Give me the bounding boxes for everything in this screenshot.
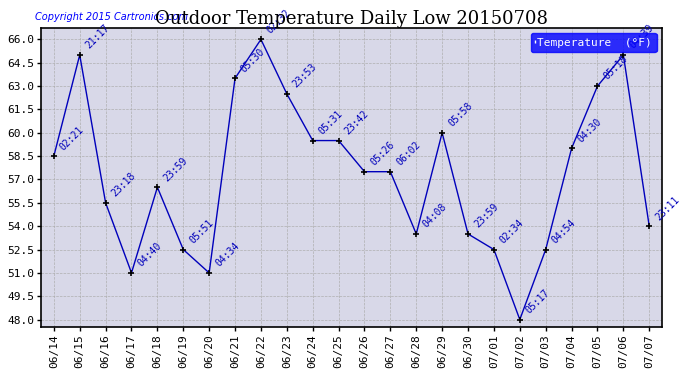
Text: 04:30: 04:30 — [575, 116, 604, 144]
Text: 05:18: 05:18 — [602, 54, 629, 82]
Text: 04:54: 04:54 — [550, 217, 578, 245]
Text: 04:08: 04:08 — [420, 202, 448, 230]
Legend: Temperature  (°F): Temperature (°F) — [531, 33, 657, 52]
Text: 23:18: 23:18 — [110, 171, 137, 199]
Text: 05:58: 05:58 — [446, 101, 474, 129]
Text: 05:51: 05:51 — [188, 217, 215, 245]
Text: 23:59: 23:59 — [472, 202, 500, 230]
Text: 23:53: 23:53 — [291, 62, 319, 90]
Text: 05:30: 05:30 — [239, 46, 267, 74]
Text: Copyright 2015 Cartronics.com: Copyright 2015 Cartronics.com — [34, 12, 188, 22]
Text: 04:39: 04:39 — [627, 23, 656, 51]
Title: Outdoor Temperature Daily Low 20150708: Outdoor Temperature Daily Low 20150708 — [155, 9, 548, 27]
Text: 02:21: 02:21 — [58, 124, 86, 152]
Text: 04:40: 04:40 — [136, 241, 164, 269]
Text: 02:34: 02:34 — [498, 217, 526, 245]
Text: 23:11: 23:11 — [653, 194, 681, 222]
Text: 04:34: 04:34 — [213, 241, 242, 269]
Text: 05:17: 05:17 — [524, 288, 552, 315]
Text: 06:02: 06:02 — [395, 140, 422, 168]
Text: 21:17: 21:17 — [84, 23, 112, 51]
Text: 23:59: 23:59 — [161, 155, 189, 183]
Text: 23:42: 23:42 — [343, 108, 371, 136]
Text: 02:32: 02:32 — [265, 8, 293, 35]
Text: 05:26: 05:26 — [368, 140, 397, 168]
Text: 05:31: 05:31 — [317, 108, 345, 136]
